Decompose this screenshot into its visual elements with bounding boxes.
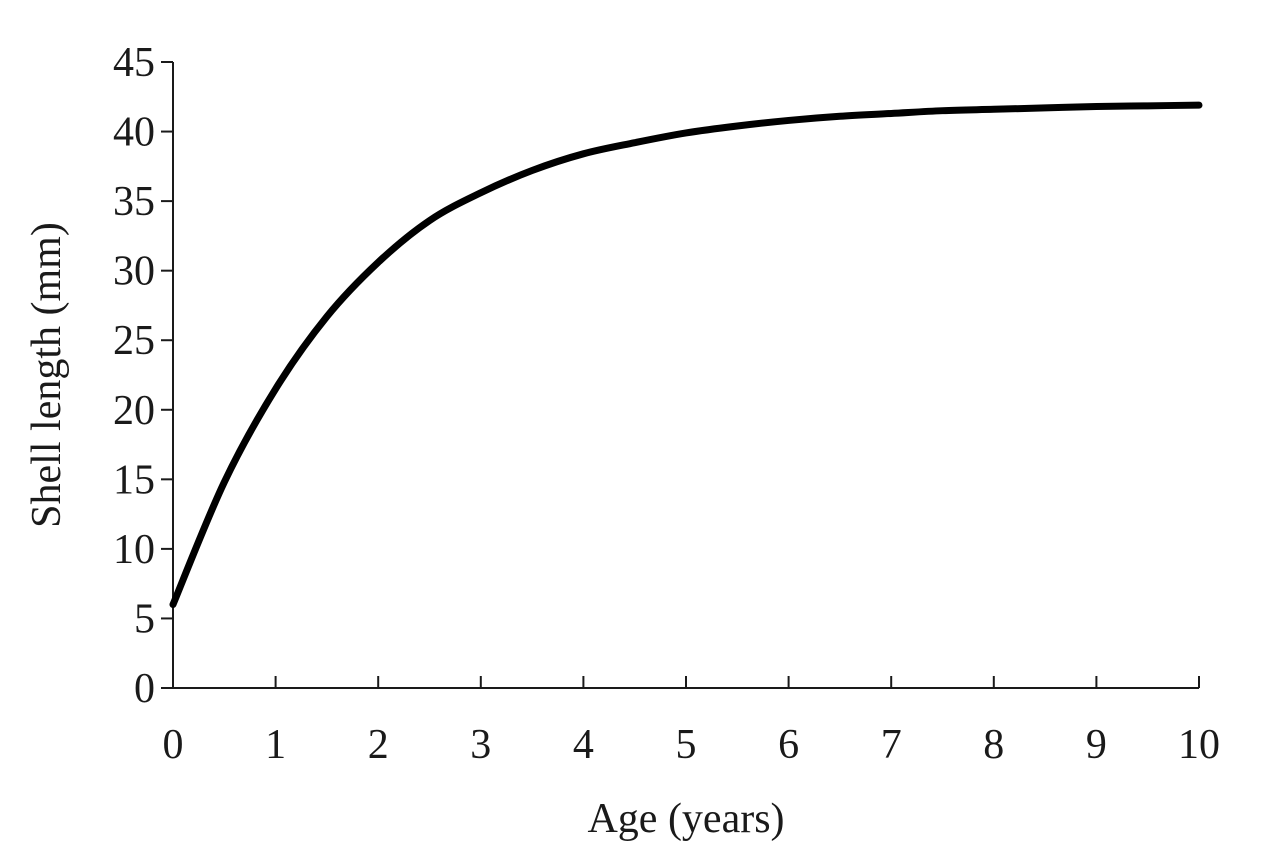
y-tick-label: 45	[113, 40, 155, 86]
y-tick-label: 30	[113, 249, 155, 295]
y-tick-label: 5	[134, 596, 155, 642]
x-tick-label: 4	[573, 722, 594, 768]
axes	[172, 62, 1199, 689]
x-axis-title: Age (years)	[587, 796, 784, 842]
y-tick-label: 20	[113, 388, 155, 434]
y-tick-label: 10	[113, 527, 155, 573]
series	[169, 101, 1203, 609]
x-tick-label: 3	[470, 722, 491, 768]
x-tick-label: 6	[778, 722, 799, 768]
x-tick-label: 9	[1086, 722, 1107, 768]
y-tick-label: 15	[113, 457, 155, 503]
ticks	[161, 61, 1200, 689]
x-tick-label: 0	[163, 722, 184, 768]
x-tick-label: 1	[265, 722, 286, 768]
x-tick-label: 7	[881, 722, 902, 768]
x-tick-label: 5	[676, 722, 697, 768]
growth-curve-line	[169, 101, 1203, 609]
x-tick-label: 8	[983, 722, 1004, 768]
x-tick-label: 10	[1178, 722, 1220, 768]
y-tick-label: 35	[113, 179, 155, 225]
y-tick-label: 0	[134, 666, 155, 712]
y-tick-label: 25	[113, 318, 155, 364]
y-axis-title: Shell length (mm)	[24, 222, 70, 528]
x-tick-label: 2	[368, 722, 389, 768]
y-tick-label: 40	[113, 110, 155, 156]
